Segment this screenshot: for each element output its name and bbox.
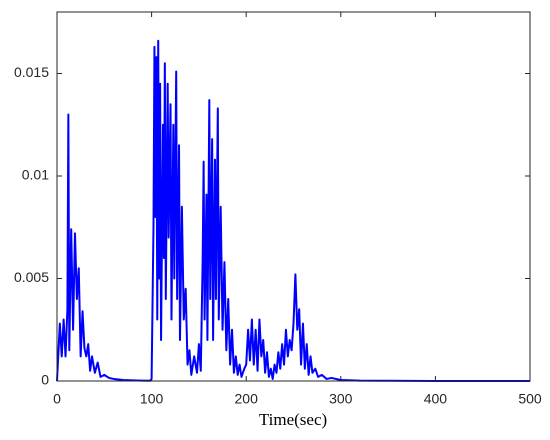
y-tick-label: 0.015 [14, 64, 49, 80]
x-tick-label: 400 [424, 391, 448, 407]
y-tick-label: 0 [41, 372, 49, 388]
x-tick-label: 300 [329, 391, 353, 407]
x-axis-label: Time(sec) [259, 410, 327, 429]
x-tick-label: 0 [53, 391, 61, 407]
data-line [56, 39, 530, 382]
y-tick-label: 0.005 [14, 269, 49, 285]
axes-box [56, 11, 531, 382]
y-tick-label: 0.01 [22, 167, 49, 183]
x-tick-label: 100 [140, 391, 164, 407]
x-tick-label: 200 [235, 391, 259, 407]
x-tick-label: 500 [518, 391, 542, 407]
